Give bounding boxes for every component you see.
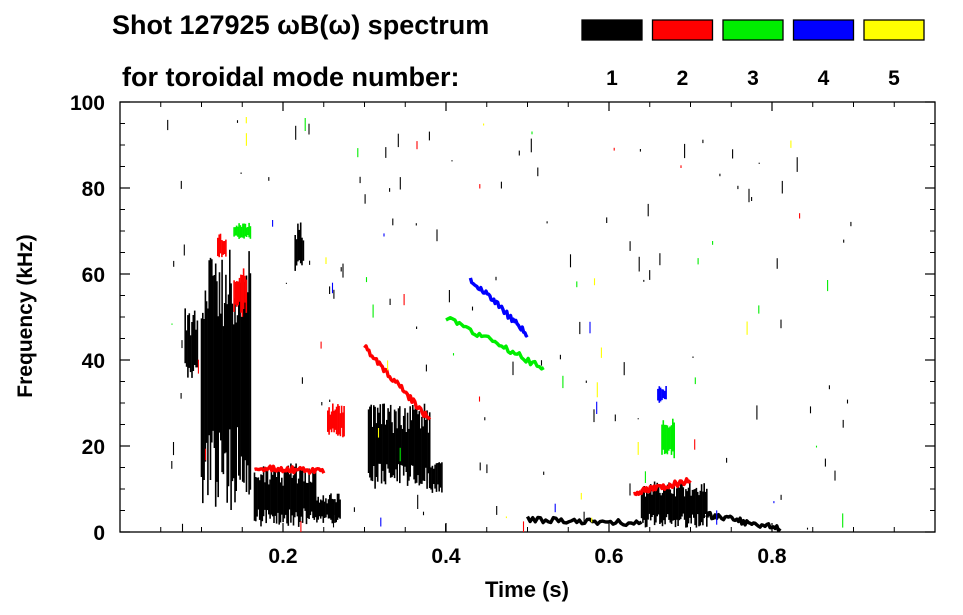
mode-2-curve — [633, 477, 692, 497]
plot-frame — [119, 101, 936, 533]
legend-label-mode-2: 2 — [677, 67, 689, 90]
plot-background — [119, 101, 936, 533]
mode-3-curve — [445, 316, 545, 371]
legend-swatch-mode-5 — [863, 19, 925, 41]
legend: 1 2 3 4 5 — [581, 19, 925, 90]
spectrum-speckle — [167, 117, 852, 532]
axes: 0.2 0.4 0.6 0.8 0 20 40 60 80 100 — [70, 92, 935, 568]
mode-2-curve — [254, 464, 326, 475]
y-tick-label: 60 — [82, 264, 105, 287]
y-tick-label: 80 — [82, 178, 105, 201]
x-axis-label: Time (s) — [485, 577, 569, 602]
mode-1-patch — [640, 481, 708, 528]
y-tick-label: 20 — [82, 436, 105, 459]
legend-swatch-mode-4 — [792, 19, 855, 41]
chart-title: Shot 127925 ωB(ω) spectrum — [112, 10, 489, 40]
mode-2-patch — [233, 268, 248, 317]
legend-label-mode-3: 3 — [747, 67, 759, 90]
mode-3-patch — [233, 222, 252, 239]
x-tick-label: 0.2 — [268, 545, 297, 568]
legend-caption: for toroidal mode number: — [122, 62, 460, 92]
legend-swatch-mode-1 — [581, 19, 643, 41]
mode-1-patch — [428, 461, 443, 493]
x-tick-label: 0.4 — [431, 545, 461, 568]
mode-4-patch — [657, 386, 667, 403]
mode-1-patch — [367, 403, 431, 489]
legend-swatch-mode-2 — [651, 19, 714, 41]
legend-swatch-mode-3 — [722, 19, 784, 41]
mode-4-curve — [468, 277, 529, 338]
x-tick-label: 0.8 — [757, 545, 787, 568]
mode-1-patch — [200, 249, 252, 510]
mode-1-patch — [184, 308, 199, 378]
legend-label-mode-4: 4 — [818, 67, 830, 90]
mode-2-patch — [326, 403, 345, 438]
mode-2-patch — [217, 233, 227, 258]
mode-1-curve — [705, 510, 782, 533]
mode-1-patch — [253, 463, 317, 527]
legend-label-mode-1: 1 — [606, 67, 618, 90]
spectrum-features — [184, 222, 782, 533]
y-tick-label: 100 — [70, 92, 105, 115]
mode-1-patch — [314, 493, 341, 524]
y-axis-label: Frequency (kHz) — [14, 234, 37, 397]
legend-label-mode-5: 5 — [888, 67, 900, 90]
mode-3-patch — [661, 418, 676, 459]
x-tick-label: 0.6 — [594, 545, 623, 568]
mode-2-curve — [363, 344, 432, 421]
y-tick-label: 0 — [93, 522, 105, 545]
mode-1-patch — [294, 222, 305, 271]
y-tick-label: 40 — [82, 350, 105, 373]
